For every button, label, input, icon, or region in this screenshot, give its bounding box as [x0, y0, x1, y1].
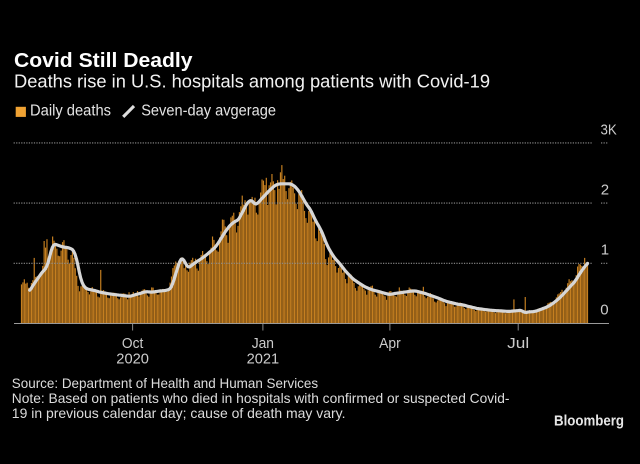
svg-text:Oct: Oct [122, 335, 144, 352]
svg-text:Deaths rise in U.S. hospitals: Deaths rise in U.S. hospitals among pati… [14, 72, 490, 92]
svg-text:Apr: Apr [379, 335, 401, 352]
svg-text:3K: 3K [601, 121, 617, 138]
svg-text:Covid Still Deadly: Covid Still Deadly [14, 49, 193, 72]
svg-text:Source: Department of Health a: Source: Department of Health and Human S… [12, 376, 318, 391]
svg-text:Note: Based on patients who di: Note: Based on patients who died in hosp… [12, 391, 510, 406]
svg-text:19 in previous calendar day; c: 19 in previous calendar day; cause of de… [12, 406, 346, 421]
svg-text:2020: 2020 [116, 351, 149, 368]
svg-text:Jul: Jul [507, 335, 529, 352]
svg-text:1: 1 [601, 241, 609, 258]
svg-text:2: 2 [601, 181, 609, 198]
svg-text:0: 0 [600, 302, 608, 319]
svg-text:Daily deaths: Daily deaths [30, 102, 111, 119]
svg-text:2021: 2021 [247, 351, 280, 368]
svg-text:Jan: Jan [252, 335, 274, 352]
svg-text:Seven-day avgerage: Seven-day avgerage [141, 102, 276, 119]
svg-text:Bloomberg: Bloomberg [554, 413, 624, 430]
